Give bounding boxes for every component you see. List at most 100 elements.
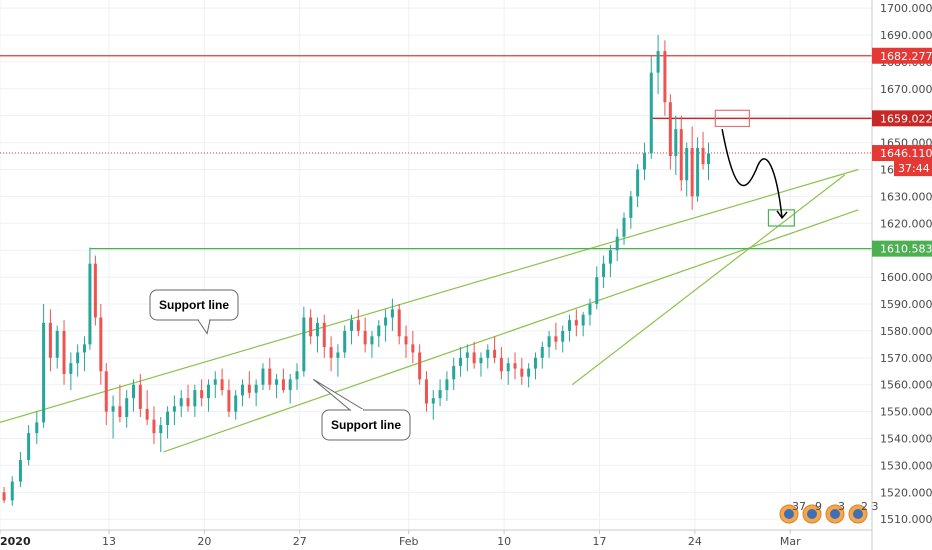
event-icons[interactable]: 37 9 3 2 3	[779, 500, 879, 524]
price-badges: 1682.277 1659.022 1646.110 1610.583 37:44	[872, 47, 932, 257]
candle-body	[679, 129, 683, 181]
candle-body	[193, 390, 197, 407]
price-badge	[872, 47, 932, 64]
candle-body	[343, 330, 347, 353]
candle-body	[42, 322, 46, 423]
y-tick-label: 1580.000	[880, 325, 932, 338]
candle-body	[268, 368, 272, 385]
candle-body	[479, 357, 483, 364]
candle-body	[540, 347, 544, 358]
candle-body	[370, 336, 374, 345]
candle-body	[674, 129, 678, 157]
candle-body	[356, 320, 360, 331]
candle-body	[696, 147, 700, 197]
y-tick-label: 1670.000	[880, 83, 932, 96]
candle-body	[261, 368, 265, 385]
candle-body	[295, 371, 299, 380]
candle-body	[48, 322, 52, 358]
candle-body	[213, 379, 217, 385]
candle-body	[707, 153, 710, 165]
candle-body	[513, 363, 517, 369]
candle-body	[69, 363, 73, 374]
price-badge	[872, 240, 932, 257]
countdown-label: 37:44	[898, 162, 930, 175]
candle-body	[602, 263, 606, 278]
candle-body	[636, 169, 640, 197]
candle-body	[62, 330, 66, 374]
candle-body	[642, 153, 646, 170]
candle-body	[390, 309, 394, 318]
candle-body	[55, 330, 59, 358]
candle-body	[27, 433, 31, 461]
y-tick-label: 1540.000	[880, 433, 932, 446]
candle-body	[629, 196, 633, 218]
candle-body	[288, 379, 292, 391]
candle-body	[527, 368, 531, 377]
horizontal-levels	[0, 55, 872, 250]
candle-body	[206, 384, 210, 399]
x-tick-label: 27	[293, 535, 307, 548]
candle-body	[220, 379, 224, 391]
candle-body	[363, 330, 367, 345]
candle-body	[234, 395, 238, 412]
candle-body	[350, 320, 354, 331]
candle-body	[99, 317, 103, 372]
y-tick-label: 1560.000	[880, 379, 932, 392]
resistance-zone-box	[714, 109, 750, 128]
price-badge-label: 1682.277	[880, 50, 932, 63]
candle-body	[493, 349, 497, 358]
candle-body	[2, 492, 6, 501]
price-axis-panel[interactable]	[872, 0, 932, 530]
y-tick-label: 1690.000	[880, 29, 932, 42]
y-tick-label: 1600.000	[880, 271, 932, 284]
drawings	[714, 109, 795, 227]
y-tick-label: 1630.000	[880, 190, 932, 203]
price-badge-label: 1646.110	[880, 147, 932, 160]
candle-body	[241, 384, 245, 396]
x-tick-label: 17	[593, 535, 607, 548]
callout-pointer	[313, 378, 365, 411]
event-count: 2 3	[861, 500, 879, 513]
grid	[0, 0, 876, 534]
candle-body	[18, 460, 22, 482]
x-tick-label: Feb	[399, 535, 418, 548]
candle-body	[166, 411, 170, 426]
y-tick-label: 1700.000	[880, 2, 932, 15]
candle-body	[581, 314, 585, 326]
y-tick-label: 1550.000	[880, 406, 932, 419]
price-badge-label: 1659.022	[880, 112, 932, 125]
price-badge-label: 1610.583	[880, 243, 932, 256]
trendline-3	[571, 174, 846, 386]
candle-body	[82, 344, 86, 353]
candle-body	[615, 236, 619, 251]
support-line-callout: Support line	[313, 378, 411, 441]
candle-body	[411, 344, 415, 353]
candle-body	[452, 365, 456, 380]
candle-body	[701, 147, 705, 165]
candle-body	[254, 384, 258, 393]
trendline-1	[0, 168, 859, 423]
candle-body	[200, 390, 204, 399]
x-tick-label: 13	[102, 535, 116, 548]
callout-label: Support line	[159, 298, 229, 312]
candle-body	[329, 347, 333, 358]
candle-body	[179, 398, 183, 407]
price-badge	[872, 145, 932, 162]
candle-body	[159, 425, 163, 434]
candle-body	[445, 379, 449, 391]
candle-body	[336, 352, 340, 358]
candle-body	[561, 330, 565, 342]
callout-box	[321, 409, 411, 441]
candle-body	[35, 422, 39, 434]
candle-body	[397, 309, 401, 337]
candle-body	[186, 398, 190, 407]
y-tick-label: 1590.000	[880, 298, 932, 311]
candle-body	[668, 102, 672, 157]
event-count: 3	[838, 500, 845, 513]
candle-body	[608, 250, 612, 264]
candle-body	[315, 322, 319, 337]
candle-body	[506, 363, 510, 372]
trendlines	[0, 168, 859, 453]
candle-body	[247, 384, 251, 393]
